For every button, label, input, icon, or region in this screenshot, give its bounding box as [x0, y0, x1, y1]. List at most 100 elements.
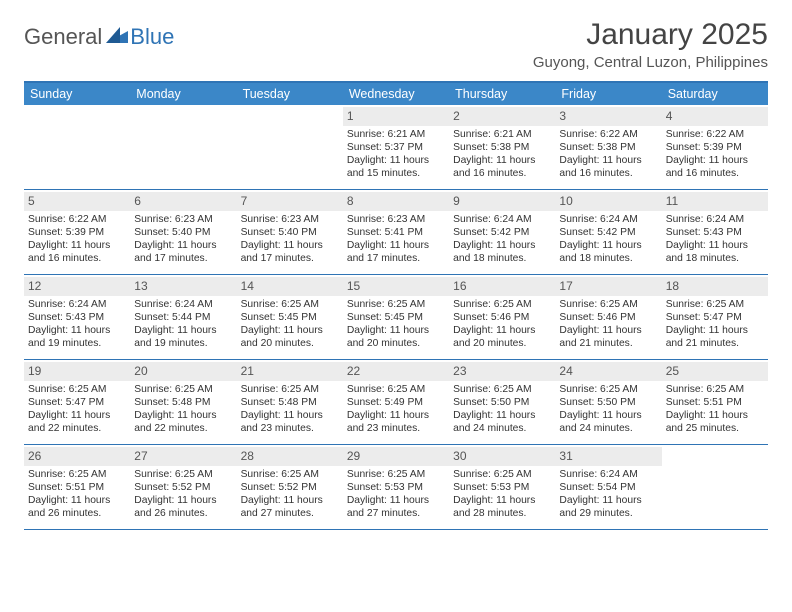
day-info: Sunrise: 6:25 AM Sunset: 5:45 PM Dayligh…: [347, 299, 445, 350]
day-cell: 1 Sunrise: 6:21 AM Sunset: 5:37 PM Daylig…: [343, 105, 449, 189]
day-cell: 30 Sunrise: 6:25 AM Sunset: 5:53 PM Dayli…: [449, 445, 555, 529]
day-cell: [24, 105, 130, 189]
day-number: 14: [237, 277, 343, 296]
day-cell: 12 Sunrise: 6:24 AM Sunset: 5:43 PM Dayli…: [24, 275, 130, 359]
day-info: Sunrise: 6:25 AM Sunset: 5:47 PM Dayligh…: [28, 384, 126, 435]
day-info: Sunrise: 6:21 AM Sunset: 5:38 PM Dayligh…: [453, 129, 551, 180]
day-cell: 27Sunrise: 6:25 AM Sunset: 5:52 PM Dayli…: [130, 445, 236, 529]
day-cell: [237, 105, 343, 189]
day-cell: 29 Sunrise: 6:25 AM Sunset: 5:53 PM Dayli…: [343, 445, 449, 529]
day-info: Sunrise: 6:24 AM Sunset: 5:43 PM Dayligh…: [28, 299, 126, 350]
weekday-header: Thursday: [449, 83, 555, 105]
week-row: 26Sunrise: 6:25 AM Sunset: 5:51 PM Dayli…: [24, 445, 768, 530]
day-cell: 31Sunrise: 6:24 AM Sunset: 5:54 PM Dayli…: [555, 445, 661, 529]
day-number: 15: [343, 277, 449, 296]
day-info: Sunrise: 6:25 AM Sunset: 5:51 PM Dayligh…: [28, 469, 126, 520]
day-number: 24: [555, 362, 661, 381]
day-number: 7: [237, 192, 343, 211]
day-number: 10: [555, 192, 661, 211]
day-number: 27: [130, 447, 236, 466]
day-cell: 18 Sunrise: 6:25 AM Sunset: 5:47 PM Dayli…: [662, 275, 768, 359]
logo-mark-icon: [106, 27, 128, 48]
weekday-header: Saturday: [662, 83, 768, 105]
week-row: 12 Sunrise: 6:24 AM Sunset: 5:43 PM Dayli…: [24, 275, 768, 360]
day-cell: 20Sunrise: 6:25 AM Sunset: 5:48 PM Dayli…: [130, 360, 236, 444]
day-number: 31: [555, 447, 661, 466]
day-number: 23: [449, 362, 555, 381]
day-cell: 23 Sunrise: 6:25 AM Sunset: 5:50 PM Dayli…: [449, 360, 555, 444]
day-number: 1: [343, 107, 449, 126]
day-info: Sunrise: 6:25 AM Sunset: 5:51 PM Dayligh…: [666, 384, 764, 435]
day-number: 18: [662, 277, 768, 296]
day-info: Sunrise: 6:24 AM Sunset: 5:44 PM Dayligh…: [134, 299, 232, 350]
day-info: Sunrise: 6:23 AM Sunset: 5:41 PM Dayligh…: [347, 214, 445, 265]
day-info: Sunrise: 6:24 AM Sunset: 5:42 PM Dayligh…: [453, 214, 551, 265]
day-info: Sunrise: 6:25 AM Sunset: 5:52 PM Dayligh…: [241, 469, 339, 520]
day-number: 13: [130, 277, 236, 296]
day-cell: 24 Sunrise: 6:25 AM Sunset: 5:50 PM Dayli…: [555, 360, 661, 444]
weekday-header: Wednesday: [343, 83, 449, 105]
day-cell: [130, 105, 236, 189]
day-info: Sunrise: 6:24 AM Sunset: 5:42 PM Dayligh…: [559, 214, 657, 265]
day-number: 5: [24, 192, 130, 211]
day-cell: 7 Sunrise: 6:23 AM Sunset: 5:40 PM Daylig…: [237, 190, 343, 274]
day-info: Sunrise: 6:24 AM Sunset: 5:43 PM Dayligh…: [666, 214, 764, 265]
day-number: 11: [662, 192, 768, 211]
page-header: General Blue January 2025 Guyong, Centra…: [24, 18, 768, 71]
day-cell: 28Sunrise: 6:25 AM Sunset: 5:52 PM Dayli…: [237, 445, 343, 529]
logo-text-blue: Blue: [130, 24, 174, 50]
day-number: 21: [237, 362, 343, 381]
day-cell: 5 Sunrise: 6:22 AM Sunset: 5:39 PM Daylig…: [24, 190, 130, 274]
day-number: 30: [449, 447, 555, 466]
day-cell: 3Sunrise: 6:22 AM Sunset: 5:38 PM Daylig…: [555, 105, 661, 189]
weeks-container: 1 Sunrise: 6:21 AM Sunset: 5:37 PM Daylig…: [24, 105, 768, 530]
day-info: Sunrise: 6:21 AM Sunset: 5:37 PM Dayligh…: [347, 129, 445, 180]
day-cell: [662, 445, 768, 529]
logo: General Blue: [24, 24, 174, 50]
day-cell: 16Sunrise: 6:25 AM Sunset: 5:46 PM Dayli…: [449, 275, 555, 359]
day-info: Sunrise: 6:22 AM Sunset: 5:39 PM Dayligh…: [666, 129, 764, 180]
day-info: Sunrise: 6:25 AM Sunset: 5:53 PM Dayligh…: [453, 469, 551, 520]
day-cell: 21 Sunrise: 6:25 AM Sunset: 5:48 PM Dayli…: [237, 360, 343, 444]
day-info: Sunrise: 6:23 AM Sunset: 5:40 PM Dayligh…: [241, 214, 339, 265]
day-info: Sunrise: 6:25 AM Sunset: 5:45 PM Dayligh…: [241, 299, 339, 350]
calendar-page: General Blue January 2025 Guyong, Centra…: [0, 0, 792, 540]
day-cell: 22Sunrise: 6:25 AM Sunset: 5:49 PM Dayli…: [343, 360, 449, 444]
day-info: Sunrise: 6:25 AM Sunset: 5:50 PM Dayligh…: [453, 384, 551, 435]
day-cell: 10 Sunrise: 6:24 AM Sunset: 5:42 PM Dayli…: [555, 190, 661, 274]
title-block: January 2025 Guyong, Central Luzon, Phil…: [533, 18, 768, 71]
logo-text-general: General: [24, 24, 102, 50]
day-cell: 6Sunrise: 6:23 AM Sunset: 5:40 PM Daylig…: [130, 190, 236, 274]
day-info: Sunrise: 6:22 AM Sunset: 5:39 PM Dayligh…: [28, 214, 126, 265]
day-number: 4: [662, 107, 768, 126]
weekday-header: Tuesday: [237, 83, 343, 105]
day-info: Sunrise: 6:25 AM Sunset: 5:48 PM Dayligh…: [241, 384, 339, 435]
weekday-header: Sunday: [24, 83, 130, 105]
day-number: 29: [343, 447, 449, 466]
day-cell: 4 Sunrise: 6:22 AM Sunset: 5:39 PM Daylig…: [662, 105, 768, 189]
day-number: 16: [449, 277, 555, 296]
day-info: Sunrise: 6:22 AM Sunset: 5:38 PM Dayligh…: [559, 129, 657, 180]
day-cell: 17Sunrise: 6:25 AM Sunset: 5:46 PM Dayli…: [555, 275, 661, 359]
calendar-grid: Sunday Monday Tuesday Wednesday Thursday…: [24, 81, 768, 530]
day-info: Sunrise: 6:25 AM Sunset: 5:53 PM Dayligh…: [347, 469, 445, 520]
day-info: Sunrise: 6:25 AM Sunset: 5:50 PM Dayligh…: [559, 384, 657, 435]
day-number: 8: [343, 192, 449, 211]
day-cell: 26Sunrise: 6:25 AM Sunset: 5:51 PM Dayli…: [24, 445, 130, 529]
day-info: Sunrise: 6:25 AM Sunset: 5:48 PM Dayligh…: [134, 384, 232, 435]
day-number: 12: [24, 277, 130, 296]
day-info: Sunrise: 6:23 AM Sunset: 5:40 PM Dayligh…: [134, 214, 232, 265]
location-subtitle: Guyong, Central Luzon, Philippines: [533, 54, 768, 71]
day-cell: 9 Sunrise: 6:24 AM Sunset: 5:42 PM Daylig…: [449, 190, 555, 274]
day-cell: 8 Sunrise: 6:23 AM Sunset: 5:41 PM Daylig…: [343, 190, 449, 274]
day-number: 22: [343, 362, 449, 381]
day-number: 17: [555, 277, 661, 296]
day-cell: 13 Sunrise: 6:24 AM Sunset: 5:44 PM Dayli…: [130, 275, 236, 359]
day-number: 9: [449, 192, 555, 211]
day-cell: 11 Sunrise: 6:24 AM Sunset: 5:43 PM Dayli…: [662, 190, 768, 274]
weekday-header-row: Sunday Monday Tuesday Wednesday Thursday…: [24, 83, 768, 105]
month-title: January 2025: [533, 18, 768, 52]
day-cell: 25Sunrise: 6:25 AM Sunset: 5:51 PM Dayli…: [662, 360, 768, 444]
day-number: 19: [24, 362, 130, 381]
day-info: Sunrise: 6:25 AM Sunset: 5:47 PM Dayligh…: [666, 299, 764, 350]
